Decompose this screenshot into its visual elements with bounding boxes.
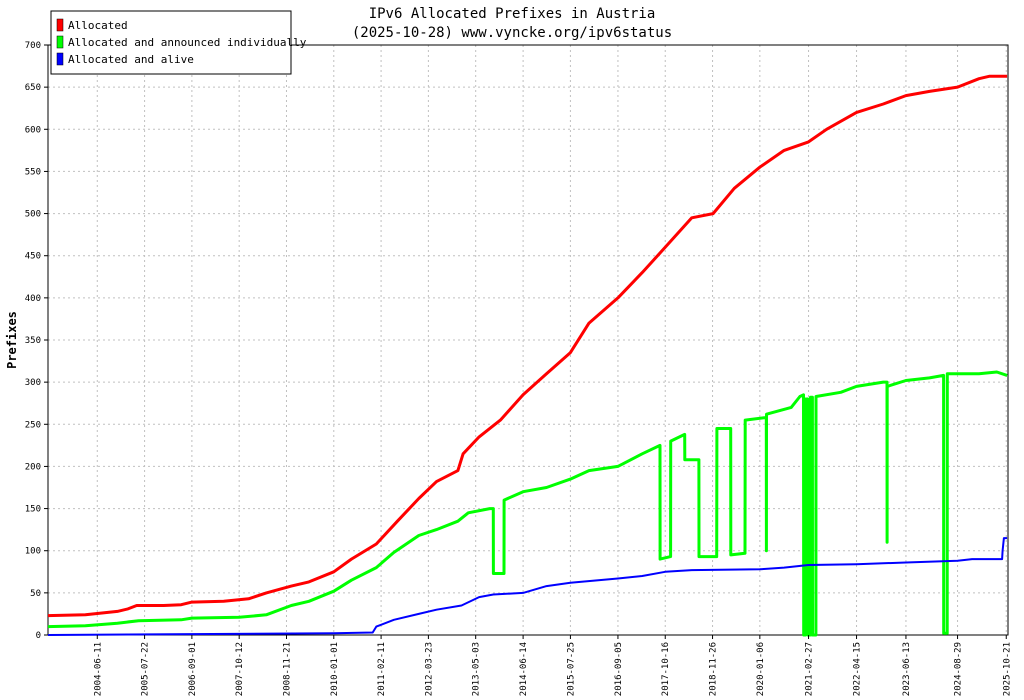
legend-swatch <box>56 18 64 32</box>
y-tick-label: 300 <box>25 378 41 388</box>
x-tick-label: 2011-02-11 <box>377 642 387 696</box>
legend-label: Allocated and alive <box>68 53 194 66</box>
y-tick-label: 700 <box>25 41 41 51</box>
y-tick-label: 600 <box>25 125 41 135</box>
series-line-2 <box>47 537 1008 636</box>
y-tick-label: 550 <box>25 167 41 177</box>
y-axis-label: Prefixes <box>5 311 19 369</box>
x-tick-label: 2022-04-15 <box>853 642 863 696</box>
y-tick-label: 0 <box>36 631 41 641</box>
x-tick-label: 2005-07-22 <box>141 642 151 696</box>
series-line-1 <box>47 370 1008 637</box>
y-tick-label: 50 <box>30 589 41 599</box>
y-tick-label: 200 <box>25 462 41 472</box>
chart-subtitle: (2025-10-28) www.vyncke.org/ipv6status <box>352 25 672 41</box>
x-tick-label: 2004-06-11 <box>93 642 103 696</box>
x-tick-label: 2025-10-21 <box>1002 642 1012 696</box>
x-tick-label: 2023-06-13 <box>902 642 912 696</box>
x-tick-label: 2007-10-12 <box>235 642 245 696</box>
x-tick-label: 2008-11-21 <box>282 642 292 696</box>
y-tick-label: 100 <box>25 547 41 557</box>
legend-label: Allocated and announced individually <box>68 36 307 49</box>
x-tick-label: 2006-09-01 <box>188 642 198 696</box>
x-tick-label: 2018-11-26 <box>709 642 719 696</box>
legend-label: Allocated <box>68 19 128 32</box>
x-tick-label: 2024-08-29 <box>954 642 964 696</box>
series-line-0 <box>47 74 1008 618</box>
legend-swatch <box>56 35 64 49</box>
y-tick-label: 400 <box>25 294 41 304</box>
legend-swatch <box>56 52 64 66</box>
y-tick-label: 350 <box>25 336 41 346</box>
chart-title: IPv6 Allocated Prefixes in Austria <box>369 6 656 22</box>
x-tick-label: 2015-07-25 <box>566 642 576 696</box>
axis-ticks: 0 50 100 150 200 250 300 350 400 450 500 550 600 650 7… <box>25 41 1013 696</box>
legend-box <box>50 10 292 75</box>
x-tick-label: 2021-02-27 <box>805 642 815 696</box>
y-tick-label: 150 <box>25 505 41 515</box>
x-tick-label: 2013-05-03 <box>472 642 482 696</box>
x-tick-label: 2020-01-06 <box>756 642 766 696</box>
y-tick-label: 450 <box>25 252 41 262</box>
y-tick-label: 500 <box>25 210 41 220</box>
x-tick-label: 2016-09-05 <box>614 642 624 696</box>
x-tick-label: 2017-10-16 <box>661 642 671 696</box>
legend: Allocated Allocated and announced individ… <box>50 10 307 75</box>
y-tick-label: 250 <box>25 420 41 430</box>
x-tick-label: 2014-06-14 <box>519 642 529 696</box>
y-tick-label: 650 <box>25 83 41 93</box>
series-layer <box>47 74 1008 637</box>
x-tick-label: 2010-01-01 <box>330 642 340 696</box>
x-tick-label: 2012-03-23 <box>424 642 434 696</box>
